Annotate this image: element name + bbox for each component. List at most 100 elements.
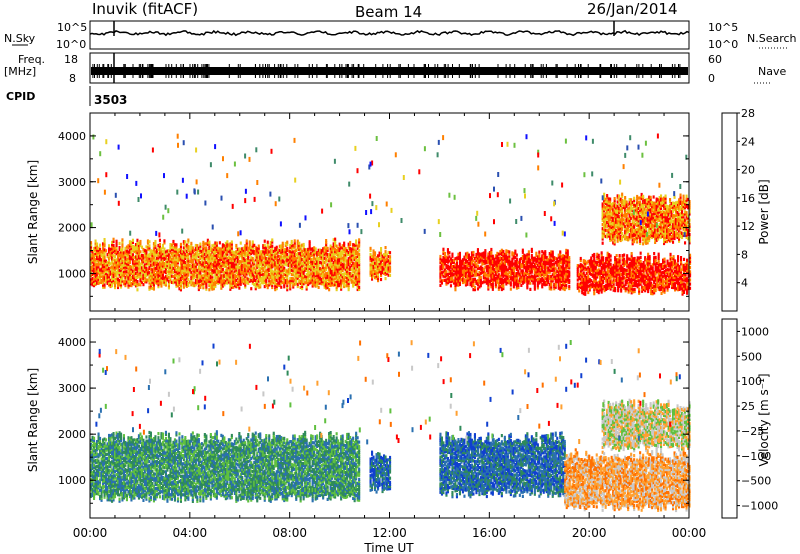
echo-cell — [562, 262, 565, 266]
echo-cell — [624, 276, 627, 280]
echo-cell — [497, 269, 500, 273]
echo-cell — [602, 276, 605, 280]
echo-cell — [260, 260, 263, 264]
echo-cell — [254, 258, 257, 262]
echo-cell — [645, 280, 648, 285]
echo-cell — [281, 245, 284, 249]
echo-cell — [593, 292, 596, 296]
echo-cell — [280, 275, 283, 279]
echo-cell — [289, 266, 292, 270]
echo-cell — [337, 273, 340, 277]
echo-cell — [170, 251, 173, 256]
echo-cell — [146, 258, 149, 262]
echo-cell — [247, 277, 250, 281]
echo-cell — [332, 238, 335, 242]
echo-cell — [647, 285, 650, 289]
echo-cell — [205, 256, 208, 260]
freq-label-line1: Freq. — [18, 53, 45, 66]
echo-cell — [266, 259, 269, 263]
echo-cell — [334, 270, 337, 274]
echo-cell — [476, 266, 479, 270]
echo-cell — [302, 269, 305, 273]
echo-cell — [579, 277, 582, 281]
echo-cell — [565, 253, 568, 257]
echo-cell — [547, 268, 550, 272]
echo-cell — [329, 261, 332, 265]
echo-cell — [469, 264, 472, 268]
echo-cell — [541, 266, 544, 270]
echo-cell — [630, 266, 633, 270]
echo-cell — [238, 255, 241, 259]
echo-cell — [238, 267, 241, 272]
echo-cell — [109, 253, 112, 258]
echo-cell — [106, 252, 109, 257]
echo-cell — [271, 269, 274, 273]
echo-cell — [293, 245, 296, 249]
echo-cell — [378, 253, 381, 257]
echo-cell — [446, 266, 449, 270]
echo-cell — [229, 273, 232, 277]
echo-cell — [557, 272, 560, 276]
echo-cell — [244, 264, 247, 268]
echo-cell — [93, 284, 96, 288]
echo-cell — [148, 256, 151, 260]
echo-cell — [90, 245, 93, 249]
echo-cell — [149, 271, 152, 275]
echo-cell — [485, 279, 488, 283]
echo-cell — [518, 258, 521, 262]
echo-cell — [644, 289, 647, 293]
echo-cell — [599, 271, 602, 275]
echo-cell — [203, 267, 206, 271]
echo-cell — [245, 253, 248, 257]
echo-cell — [328, 281, 331, 286]
echo-cell — [114, 255, 117, 259]
echo-cell — [500, 250, 503, 254]
echo-cell — [227, 272, 230, 276]
echo-cell — [203, 252, 206, 256]
echo-cell — [473, 279, 476, 283]
echo-cell — [99, 249, 102, 253]
echo-cell — [641, 277, 644, 281]
echo-cell — [636, 258, 639, 262]
echo-cell — [638, 258, 641, 262]
echo-cell — [380, 251, 383, 255]
echo-cell — [188, 259, 191, 264]
echo-cell — [350, 260, 353, 264]
echo-cell — [224, 281, 227, 285]
echo-cell — [539, 274, 542, 278]
echo-cell — [154, 268, 157, 272]
echo-cell — [506, 272, 509, 276]
echo-cell — [166, 251, 169, 255]
echo-cell — [248, 246, 251, 250]
echo-cell — [559, 283, 562, 287]
echo-cell — [121, 260, 124, 265]
echo-cell — [161, 250, 164, 254]
echo-cell — [172, 270, 175, 274]
echo-cell — [292, 283, 295, 287]
echo-cell — [377, 256, 380, 260]
echo-cell — [314, 259, 317, 263]
echo-cell — [305, 248, 308, 252]
echo-cell — [193, 249, 196, 253]
echo-cell — [269, 282, 272, 286]
echo-cell — [124, 279, 127, 283]
echo-cell — [274, 267, 277, 271]
echo-cell — [585, 271, 588, 275]
echo-cell — [275, 245, 278, 249]
echo-cell — [208, 248, 211, 253]
echo-cell — [125, 253, 128, 257]
echo-cell — [274, 246, 277, 250]
echo-cell — [545, 260, 548, 264]
echo-cell — [224, 270, 227, 274]
echo-cell — [109, 256, 112, 260]
echo-cell — [226, 267, 229, 271]
echo-cell — [226, 256, 229, 260]
echo-cell — [638, 289, 641, 293]
echo-cell — [446, 250, 449, 254]
echo-cell — [140, 270, 143, 274]
echo-cell — [493, 270, 496, 274]
echo-cell — [606, 251, 609, 255]
echo-cell — [331, 272, 334, 277]
echo-cell — [484, 278, 487, 282]
echo-cell — [547, 280, 550, 285]
